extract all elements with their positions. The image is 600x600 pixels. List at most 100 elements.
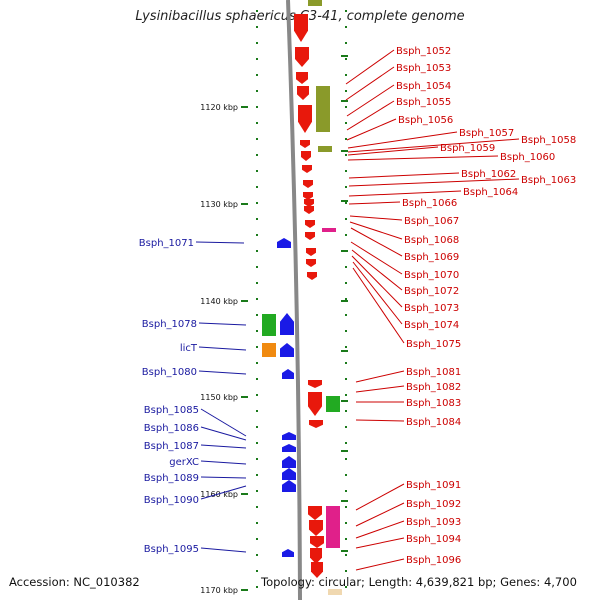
gene-arrow-reverse bbox=[310, 536, 324, 548]
label-leader-line bbox=[346, 100, 395, 131]
scale-tick-right bbox=[341, 200, 348, 202]
minor-tick-left bbox=[256, 266, 258, 268]
label-leader-line bbox=[355, 483, 405, 511]
minor-tick-left bbox=[256, 234, 258, 236]
gene-box bbox=[262, 343, 276, 357]
gene-arrow-reverse bbox=[302, 165, 312, 173]
minor-tick-left bbox=[256, 442, 258, 444]
gene-label-Bsph_1084: Bsph_1084 bbox=[406, 417, 461, 428]
gene-arrow-reverse bbox=[306, 248, 316, 256]
label-leader-line bbox=[348, 172, 460, 179]
minor-tick-left bbox=[256, 394, 258, 396]
gene-label-Bsph_1058: Bsph_1058 bbox=[521, 135, 576, 146]
minor-tick-left bbox=[256, 474, 258, 476]
gene-arrow-reverse bbox=[307, 272, 317, 280]
scale-label: 1120 kbp bbox=[200, 103, 238, 112]
gene-box bbox=[328, 589, 342, 595]
gene-arrow-reverse bbox=[304, 199, 314, 207]
gene-label-Bsph_1090: Bsph_1090 bbox=[144, 495, 199, 506]
gene-arrow-reverse bbox=[309, 520, 323, 536]
gene-label-Bsph_1083: Bsph_1083 bbox=[406, 398, 461, 409]
minor-tick-right bbox=[345, 106, 347, 108]
label-leader-line bbox=[347, 138, 520, 153]
gene-label-Bsph_1091: Bsph_1091 bbox=[406, 480, 461, 491]
minor-tick-left bbox=[256, 362, 258, 364]
minor-tick-right bbox=[345, 218, 347, 220]
minor-tick-left bbox=[256, 74, 258, 76]
label-leader-line bbox=[195, 241, 245, 244]
gene-label-Bsph_1052: Bsph_1052 bbox=[396, 46, 451, 57]
minor-tick-right bbox=[345, 458, 347, 460]
gene-features bbox=[262, 0, 342, 595]
gene-label-Bsph_1056: Bsph_1056 bbox=[398, 115, 453, 126]
gene-arrow-forward bbox=[282, 480, 296, 492]
minor-tick-left bbox=[256, 10, 258, 12]
gene-arrow-reverse bbox=[305, 232, 315, 240]
minor-tick-left bbox=[256, 202, 258, 204]
scale-tick-right bbox=[341, 550, 348, 552]
minor-tick-left bbox=[256, 314, 258, 316]
minor-tick-right bbox=[345, 42, 347, 44]
gene-label-Bsph_1057: Bsph_1057 bbox=[459, 128, 514, 139]
gene-arrow-forward bbox=[277, 238, 291, 248]
gene-label-Bsph_1082: Bsph_1082 bbox=[406, 382, 461, 393]
scale-tick-right bbox=[341, 350, 348, 352]
minor-tick-right bbox=[345, 122, 347, 124]
gene-arrow-reverse bbox=[308, 506, 322, 520]
minor-tick-right bbox=[345, 538, 347, 540]
label-leader-line bbox=[355, 370, 405, 383]
genome-backbone bbox=[286, 0, 302, 600]
minor-tick-right bbox=[345, 186, 347, 188]
accession-text: Accession: NC_010382 bbox=[9, 575, 140, 589]
gene-box bbox=[262, 314, 276, 336]
scale-label: 1170 kbp bbox=[200, 586, 238, 595]
gene-label-gerXC: gerXC bbox=[169, 457, 199, 468]
gene-arrow-forward bbox=[282, 456, 296, 468]
gene-label-Bsph_1060: Bsph_1060 bbox=[500, 152, 555, 163]
label-leader-line bbox=[200, 444, 247, 449]
minor-tick-right bbox=[345, 26, 347, 28]
minor-tick-right bbox=[345, 426, 347, 428]
gene-arrow-reverse bbox=[295, 47, 309, 67]
minor-tick-right bbox=[345, 314, 347, 316]
label-leader-line bbox=[355, 520, 405, 539]
gene-label-Bsph_1059: Bsph_1059 bbox=[440, 143, 495, 154]
scale-label: 1160 kbp bbox=[200, 490, 238, 499]
minor-tick-left bbox=[256, 218, 258, 220]
gene-arrow-forward bbox=[282, 468, 296, 480]
minor-tick-right bbox=[345, 298, 347, 300]
label-leader-line bbox=[348, 178, 520, 187]
gene-label-Bsph_1081: Bsph_1081 bbox=[406, 367, 461, 378]
gene-box bbox=[322, 228, 336, 232]
gene-arrow-reverse bbox=[308, 380, 322, 388]
label-leader-line bbox=[355, 537, 405, 549]
label-leader-line bbox=[355, 385, 405, 393]
gene-arrow-forward bbox=[282, 549, 294, 557]
minor-tick-left bbox=[256, 186, 258, 188]
label-leader-line bbox=[352, 261, 403, 325]
label-leader-line bbox=[350, 241, 403, 275]
gene-label-Bsph_1074: Bsph_1074 bbox=[404, 320, 459, 331]
minor-tick-left bbox=[256, 138, 258, 140]
label-leader-line bbox=[345, 66, 395, 101]
gene-label-Bsph_1075: Bsph_1075 bbox=[406, 339, 461, 350]
label-leader-line bbox=[200, 460, 247, 465]
label-leader-line bbox=[347, 146, 439, 156]
scale-tick-right bbox=[341, 55, 348, 57]
topology-text: Topology: circular; Length: 4,639,821 bp… bbox=[261, 575, 577, 589]
minor-tick-left bbox=[256, 90, 258, 92]
scale-tick-right bbox=[341, 400, 348, 402]
gene-label-Bsph_1087: Bsph_1087 bbox=[144, 441, 199, 452]
label-leader-line bbox=[348, 190, 462, 197]
scale-tick bbox=[241, 396, 248, 398]
minor-tick-right bbox=[345, 474, 347, 476]
minor-tick-left bbox=[256, 154, 258, 156]
minor-tick-right bbox=[345, 74, 347, 76]
label-leader-line bbox=[198, 322, 247, 326]
gene-arrow-reverse bbox=[297, 86, 309, 100]
minor-ticks bbox=[256, 10, 347, 588]
label-leader-line bbox=[355, 419, 405, 422]
label-leader-line bbox=[200, 476, 247, 479]
gene-label-Bsph_1089: Bsph_1089 bbox=[144, 473, 199, 484]
